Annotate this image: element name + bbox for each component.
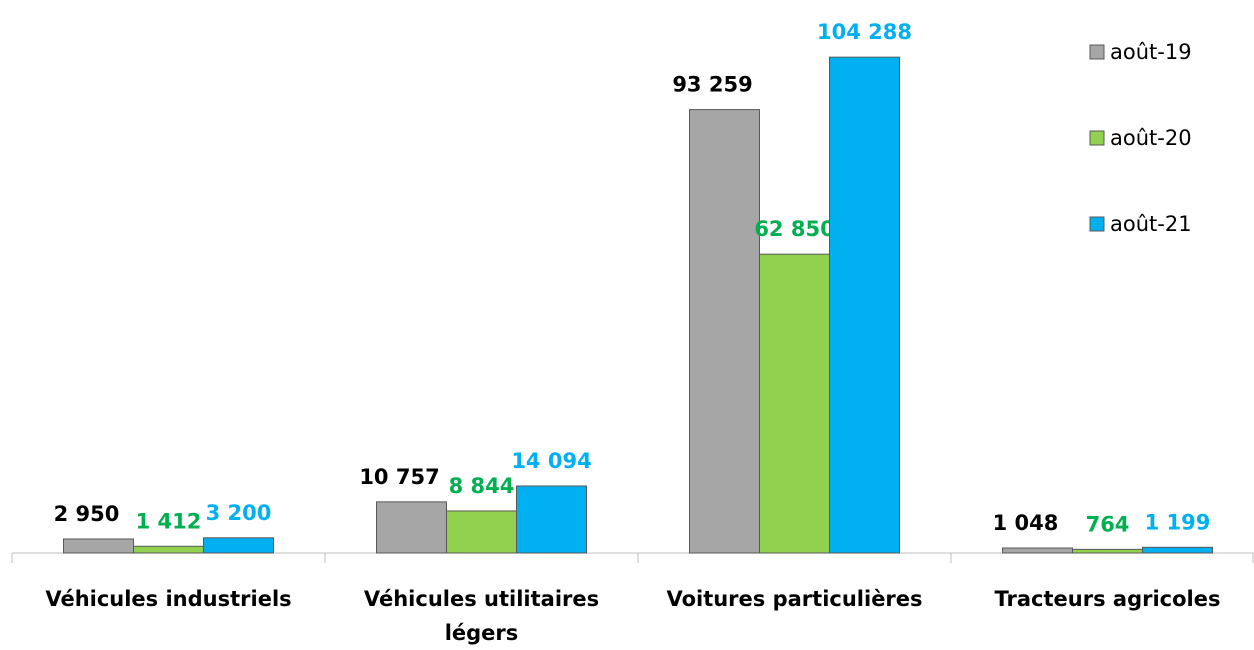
value-label: 104 288 — [817, 20, 912, 44]
legend-label: août-20 — [1110, 126, 1192, 150]
legend-label: août-19 — [1110, 40, 1192, 64]
value-label: 14 094 — [511, 449, 591, 473]
bar — [829, 56, 900, 554]
value-label: 10 757 — [359, 465, 439, 489]
bar — [376, 501, 447, 554]
x-tick-label: Tracteurs agricoles — [994, 587, 1221, 611]
value-label: 2 950 — [54, 502, 120, 526]
x-tick-label: Véhicules industriels — [45, 587, 292, 611]
legend-swatch — [1089, 44, 1105, 60]
value-label: 8 844 — [449, 474, 515, 498]
bar — [1072, 548, 1143, 554]
bar — [1002, 547, 1073, 554]
bar — [689, 109, 760, 554]
value-label: 1 048 — [993, 511, 1059, 535]
value-label: 62 850 — [754, 217, 834, 241]
legend-swatch — [1089, 216, 1105, 232]
x-tick-label: Véhicules utilitaires légers — [363, 587, 600, 645]
x-tick-label: Voitures particulières — [666, 587, 923, 611]
bar — [516, 485, 587, 554]
legend-swatch — [1089, 130, 1105, 146]
bar — [446, 510, 517, 554]
bar — [63, 538, 134, 554]
bar — [203, 537, 274, 554]
bar — [1142, 546, 1213, 554]
value-label: 1 412 — [136, 509, 202, 533]
bar — [133, 545, 204, 554]
value-label: 3 200 — [206, 501, 272, 525]
value-label: 93 259 — [672, 73, 752, 97]
bar — [759, 253, 830, 554]
value-label: 1 199 — [1145, 510, 1211, 534]
legend-label: août-21 — [1110, 212, 1192, 236]
value-label: 764 — [1086, 512, 1130, 536]
